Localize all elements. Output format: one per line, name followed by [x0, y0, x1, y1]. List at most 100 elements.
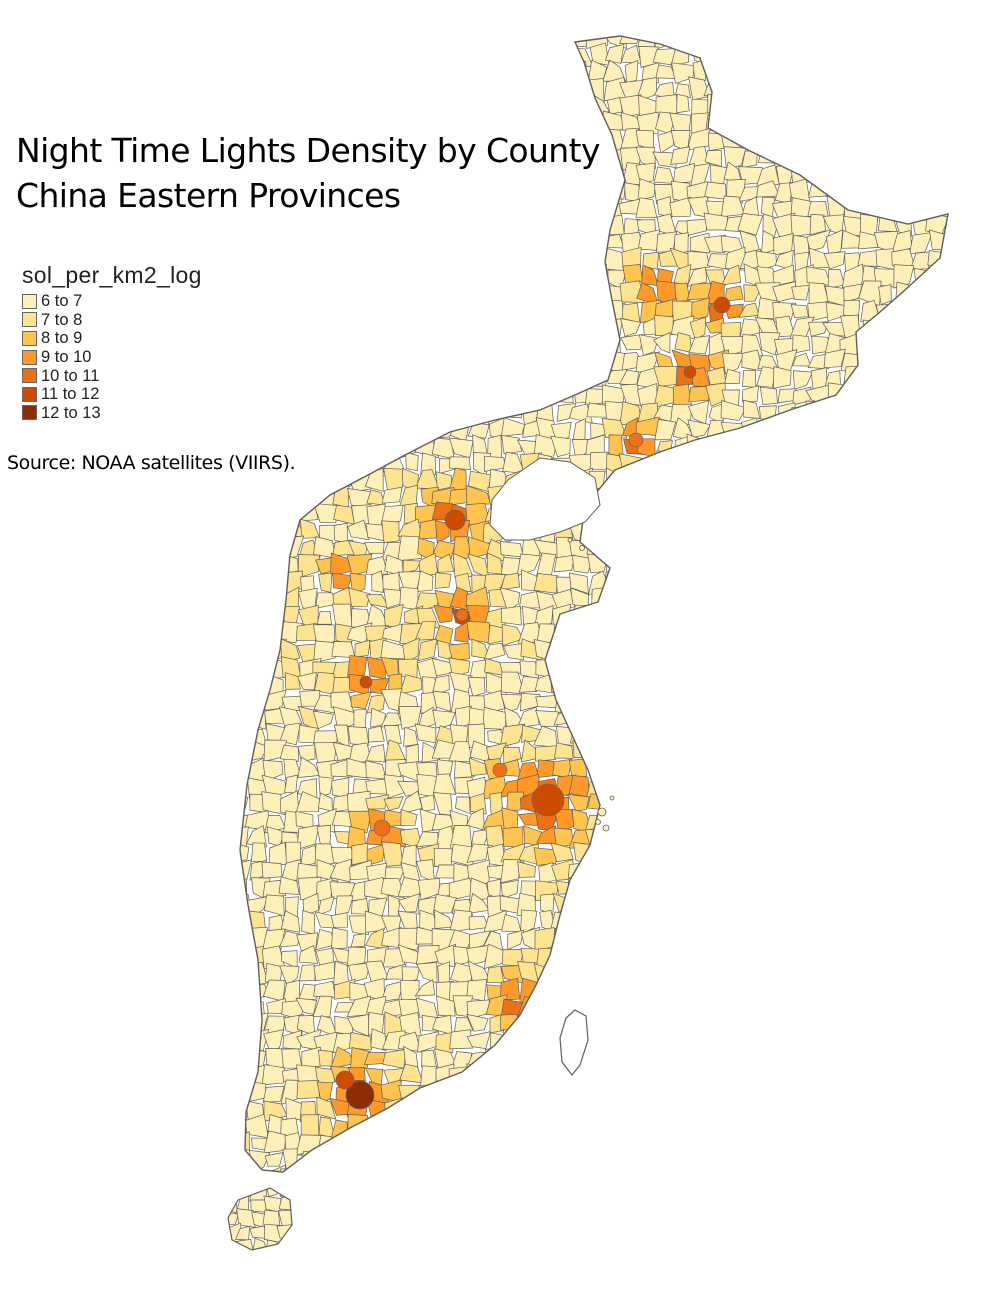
county-cell	[601, 587, 627, 610]
county-cell	[676, 793, 695, 812]
county-cell	[318, 572, 333, 593]
county-cell	[689, 502, 712, 526]
county-cell	[673, 778, 696, 798]
county-cell	[433, 773, 457, 795]
county-cell	[484, 78, 507, 103]
county-cell	[858, 471, 881, 493]
county-cell	[669, 505, 696, 525]
county-cell	[640, 740, 656, 765]
county-cell	[401, 82, 419, 101]
county-cell	[240, 690, 254, 713]
county-cell	[673, 486, 696, 505]
county-cell	[656, 196, 673, 219]
county-cell	[926, 761, 948, 781]
county-cell	[570, 943, 589, 968]
county-cell	[822, 625, 848, 643]
county-cell	[240, 248, 250, 273]
county-cell	[571, 674, 588, 690]
county-cell	[691, 297, 710, 320]
county-cell	[704, 778, 727, 798]
county-cell	[924, 555, 948, 573]
county-cell	[774, 1080, 798, 1103]
county-cell	[875, 416, 895, 442]
county-cell	[876, 909, 899, 935]
county-cell	[704, 961, 729, 986]
county-cell	[284, 672, 301, 690]
county-cell	[383, 83, 400, 101]
county-cell	[840, 507, 860, 527]
county-cell	[297, 554, 320, 579]
county-cell	[774, 794, 795, 814]
county-cell	[822, 893, 848, 916]
county-cell	[857, 1080, 878, 1104]
county-cell	[368, 369, 385, 392]
county-cell	[758, 1147, 780, 1168]
county-cell	[281, 336, 300, 355]
county-cell	[704, 452, 729, 477]
county-cell	[333, 960, 350, 986]
county-cell	[806, 892, 831, 917]
county-cell	[771, 420, 796, 442]
county-cell	[755, 586, 776, 613]
county-cell	[878, 571, 900, 594]
county-cell	[857, 842, 879, 863]
county-cell	[704, 590, 728, 613]
county-cell	[534, 298, 558, 320]
county-cell	[794, 1167, 810, 1172]
county-cell	[858, 503, 876, 527]
county-cell	[879, 1132, 898, 1149]
county-cell	[399, 1101, 424, 1120]
county-cell	[365, 433, 384, 456]
county-cell	[754, 538, 779, 560]
county-cell	[518, 319, 542, 338]
county-cell	[364, 315, 386, 341]
county-cell	[690, 552, 709, 576]
county-cell	[856, 1152, 881, 1172]
county-cell	[841, 740, 865, 759]
county-cell	[604, 656, 627, 680]
county-cell	[282, 418, 304, 443]
county-cell	[454, 760, 475, 779]
county-cell	[348, 1031, 373, 1051]
county-cell	[434, 335, 453, 353]
county-cell	[703, 1113, 726, 1138]
county-cell	[602, 1134, 626, 1154]
county-cell	[315, 370, 339, 389]
county-cell	[249, 266, 267, 290]
county-cell	[432, 1080, 455, 1104]
county-cell	[942, 1132, 948, 1151]
county-cell	[932, 332, 948, 353]
county-cell	[809, 488, 828, 509]
county-cell	[501, 337, 523, 352]
county-cell	[240, 672, 247, 694]
county-cell	[808, 1065, 830, 1088]
county-cell	[738, 760, 757, 781]
county-cell	[669, 1098, 692, 1118]
legend-label: 7 to 8	[41, 310, 83, 329]
county-cell	[825, 849, 843, 864]
county-cell	[655, 894, 678, 916]
county-cell	[907, 145, 933, 167]
county-cell	[912, 406, 927, 423]
county-cell	[795, 692, 813, 713]
county-cell	[499, 723, 526, 748]
county-cell	[618, 779, 645, 797]
county-cell	[246, 484, 264, 505]
county-cell	[454, 354, 472, 373]
county-cell	[240, 962, 253, 986]
county-cell	[893, 301, 917, 324]
county-cell	[318, 351, 336, 371]
county-cell	[926, 927, 947, 953]
county-cell	[367, 1116, 386, 1132]
county-cell	[658, 843, 678, 867]
county-cell	[536, 263, 556, 289]
county-cell	[725, 981, 745, 1003]
county-cell	[758, 776, 774, 795]
county-cell	[807, 1115, 829, 1138]
county-cell	[658, 1048, 679, 1068]
county-cell	[739, 773, 764, 793]
county-cell	[792, 65, 814, 81]
county-cell	[363, 1052, 387, 1066]
county-cell	[417, 266, 435, 288]
mainland-outline	[239, 35, 949, 1173]
